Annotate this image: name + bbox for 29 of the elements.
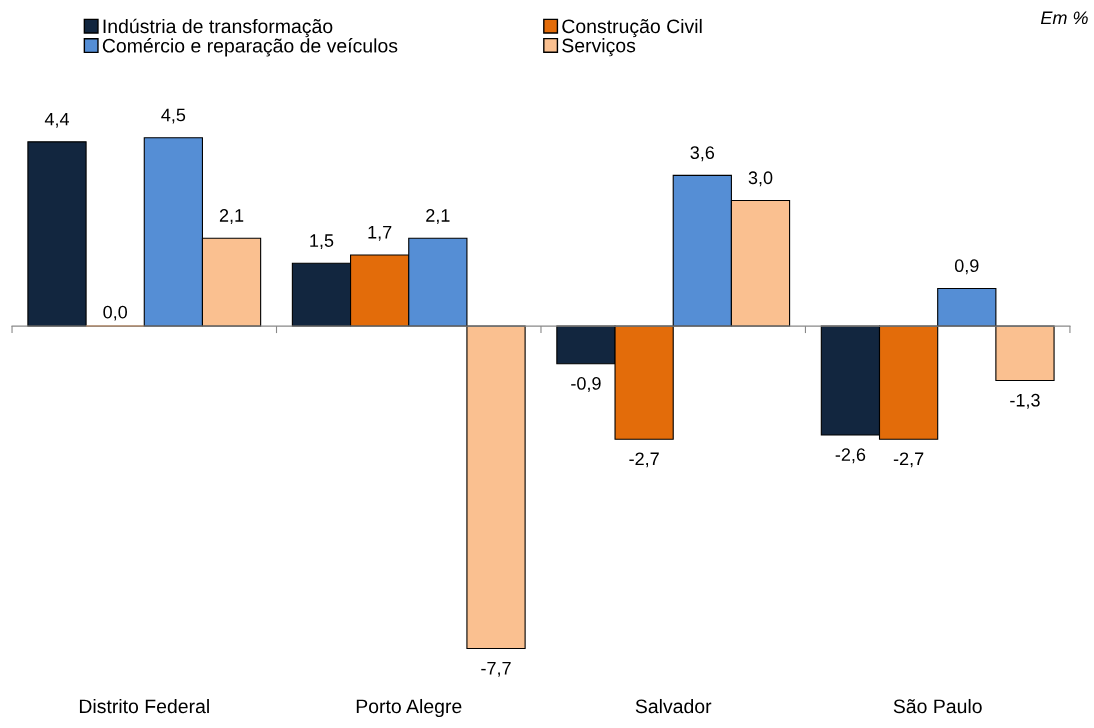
data-label: -2,7 (629, 452, 659, 468)
legend-label: Indústria de transformação (103, 18, 333, 38)
data-label: 4,4 (44, 112, 70, 128)
data-label: 2,1 (426, 209, 450, 224)
x-tick-label: São Paulo (893, 698, 982, 714)
data-label: 0,0 (103, 305, 128, 321)
data-label: 1,5 (310, 234, 334, 250)
bar (466, 325, 526, 650)
data-label: -1,3 (1010, 393, 1040, 409)
x-tick-label: Salvador (635, 698, 712, 714)
data-label: 3,6 (690, 146, 715, 162)
data-label: -0,9 (571, 377, 601, 392)
data-label: 1,7 (368, 225, 392, 241)
legend-label: Comércio e reparação de veículos (102, 38, 398, 57)
bar (995, 325, 1055, 382)
data-label: -7,7 (481, 661, 511, 677)
data-label: 2,1 (219, 209, 244, 224)
legend-label: Serviços (562, 38, 636, 57)
data-label: 3,0 (748, 171, 773, 187)
data-label: 0,9 (954, 259, 979, 275)
data-label: -2,6 (835, 448, 866, 464)
bar (937, 287, 997, 327)
x-tick-label: Distrito Federal (79, 698, 209, 714)
legend-label: Construção Civil (562, 18, 702, 38)
data-label: -2,7 (893, 452, 924, 468)
bar (27, 141, 87, 327)
x-tick-label: Porto Alegre (356, 698, 462, 718)
data-label: 4,5 (161, 108, 186, 124)
text: Em % (1040, 11, 1088, 25)
